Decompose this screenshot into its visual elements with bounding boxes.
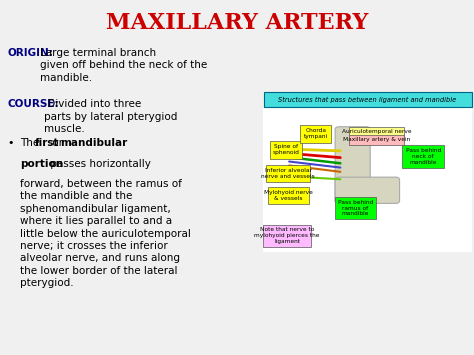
- Text: Spine of
sphenoid: Spine of sphenoid: [273, 144, 299, 155]
- Text: Structures that pass between ligament and mandible: Structures that pass between ligament an…: [278, 97, 457, 103]
- FancyBboxPatch shape: [266, 165, 310, 182]
- Text: Divided into three
parts by lateral pterygiod
muscle.: Divided into three parts by lateral pter…: [44, 99, 177, 134]
- FancyBboxPatch shape: [263, 108, 472, 252]
- Text: Large terminal branch
given off behind the neck of the
mandible.: Large terminal branch given off behind t…: [40, 48, 208, 83]
- Text: forward, between the ramus of
the mandible and the
sphenomandibular ligament,
wh: forward, between the ramus of the mandib…: [20, 179, 191, 288]
- Text: Pass behind
ramus of
mandible: Pass behind ramus of mandible: [338, 200, 373, 216]
- Text: Chorda
tympani: Chorda tympani: [304, 129, 328, 139]
- Text: COURSE:: COURSE:: [7, 99, 59, 109]
- FancyBboxPatch shape: [263, 225, 311, 247]
- Text: The: The: [20, 138, 42, 148]
- FancyBboxPatch shape: [300, 125, 331, 143]
- FancyBboxPatch shape: [335, 197, 376, 219]
- Text: Pass behind
neck of
mandible: Pass behind neck of mandible: [406, 148, 441, 165]
- FancyBboxPatch shape: [264, 92, 472, 107]
- Text: Auriculotemporal nerve: Auriculotemporal nerve: [342, 129, 411, 134]
- Text: Note that nerve to
mylohyoid pierces the
ligament: Note that nerve to mylohyoid pierces the…: [255, 228, 320, 244]
- Text: Maxillary artery & vein: Maxillary artery & vein: [343, 137, 410, 142]
- Text: portion: portion: [20, 159, 63, 169]
- FancyBboxPatch shape: [335, 177, 400, 203]
- FancyBboxPatch shape: [270, 141, 302, 159]
- Text: MAXILLARY ARTERY: MAXILLARY ARTERY: [106, 12, 368, 34]
- Text: •: •: [7, 138, 14, 148]
- Text: passes horizontally: passes horizontally: [47, 159, 151, 169]
- Text: or: or: [49, 138, 66, 148]
- FancyBboxPatch shape: [349, 135, 404, 145]
- Text: ORIGIN:: ORIGIN:: [7, 48, 53, 58]
- Text: Mylohyoid nerve
& vessels: Mylohyoid nerve & vessels: [264, 190, 313, 201]
- FancyBboxPatch shape: [349, 127, 404, 137]
- Text: first: first: [35, 138, 60, 148]
- FancyBboxPatch shape: [402, 145, 444, 168]
- Text: mandibular: mandibular: [60, 138, 128, 148]
- FancyBboxPatch shape: [268, 187, 309, 204]
- FancyBboxPatch shape: [335, 127, 370, 203]
- Text: Inferior alveolar
nerve and vessels: Inferior alveolar nerve and vessels: [261, 168, 315, 179]
